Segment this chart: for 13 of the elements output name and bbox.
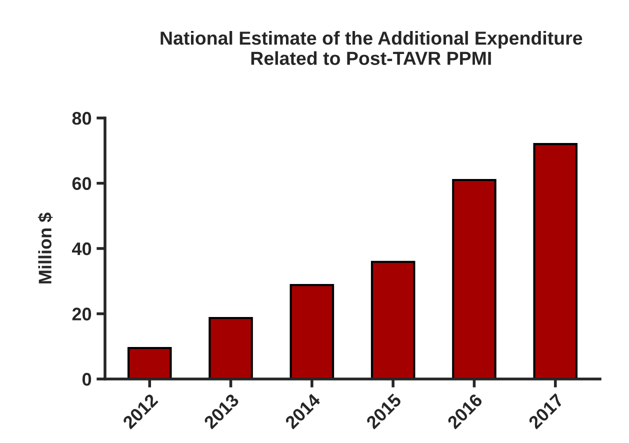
bar: [370, 260, 416, 379]
bar: [533, 143, 578, 379]
bar: [208, 316, 253, 379]
y-tick-label: 60: [72, 177, 92, 190]
chart-title: National Estimate of the Additional Expenditure Related to Post-TAVR PPMI: [160, 31, 582, 65]
y-tick-label: 40: [72, 242, 92, 256]
y-tick-label: 80: [72, 112, 92, 125]
y-axis-title: Million $: [38, 212, 53, 284]
bar: [452, 178, 496, 379]
bar: [290, 284, 334, 379]
bar: [127, 346, 172, 379]
y-tick-label: 20: [72, 308, 92, 320]
y-tick-label: 0: [82, 372, 92, 386]
